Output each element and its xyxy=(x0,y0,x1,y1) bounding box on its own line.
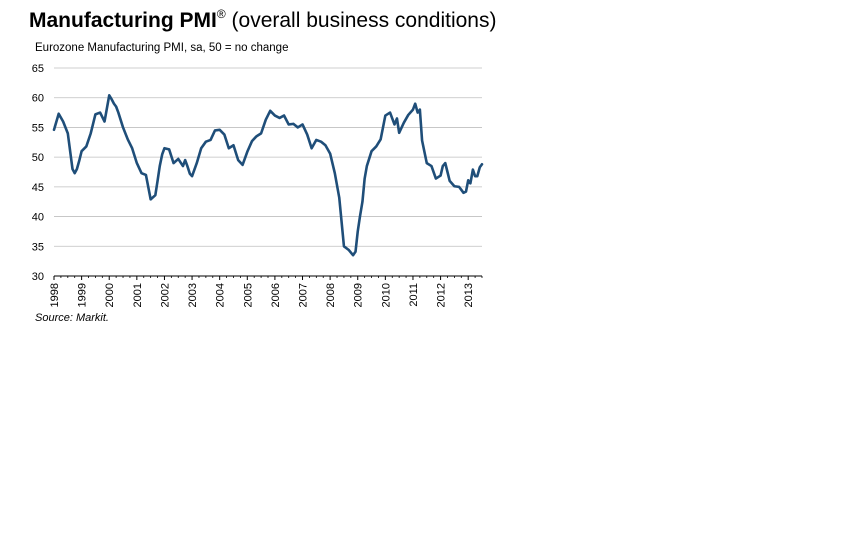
y-axis-ticks: 30 35 40 45 50 55 60 65 xyxy=(32,63,44,283)
y-tick-label-40: 40 xyxy=(32,212,44,224)
y-tick-label-50: 50 xyxy=(32,152,44,164)
x-axis: 1998 1999 2000 2001 2002 2003 2004 2005 2006 2007… xyxy=(49,275,483,307)
x-tick-label-2011: 2011 xyxy=(408,283,420,307)
x-tick-label-2012: 2012 xyxy=(436,283,448,307)
y-tick-label-65: 65 xyxy=(32,63,44,75)
chart-title: Manufacturing PMI® (overall business con… xyxy=(29,7,497,33)
grid-lines xyxy=(54,67,482,247)
x-tick-label-2004: 2004 xyxy=(215,283,227,307)
x-tick-label-2008: 2008 xyxy=(325,283,337,307)
chart-title-rest: (overall business conditions) xyxy=(225,9,497,32)
series-group xyxy=(52,94,484,257)
registered-mark: ® xyxy=(216,7,226,21)
x-tick-label-2006: 2006 xyxy=(270,283,282,307)
y-tick-label-60: 60 xyxy=(32,93,44,105)
x-tick-label-2001: 2001 xyxy=(132,283,144,307)
chart-subtitle: Eurozone Manufacturing PMI, sa, 50 = no … xyxy=(35,42,289,54)
y-tick-label-35: 35 xyxy=(32,241,44,253)
series-line-0 xyxy=(52,94,484,257)
chart-title-main: Manufacturing PMI xyxy=(29,9,217,32)
x-tick-label-2002: 2002 xyxy=(159,283,171,307)
y-tick-label-55: 55 xyxy=(32,122,44,134)
y-tick-label-30: 30 xyxy=(32,271,44,283)
x-tick-label-1998: 1998 xyxy=(49,283,61,307)
y-tick-label-45: 45 xyxy=(32,182,44,194)
x-tick-label-2010: 2010 xyxy=(380,283,392,307)
x-tick-label-2013: 2013 xyxy=(463,283,475,307)
x-tick-label-2003: 2003 xyxy=(187,283,199,307)
x-tick-label-2005: 2005 xyxy=(242,283,254,307)
x-tick-label-2000: 2000 xyxy=(104,283,116,307)
x-tick-label-2007: 2007 xyxy=(298,283,310,307)
x-tick-label-2009: 2009 xyxy=(353,283,365,307)
source-note: Source: Markit. xyxy=(35,312,109,324)
x-tick-label-1999: 1999 xyxy=(77,283,89,307)
